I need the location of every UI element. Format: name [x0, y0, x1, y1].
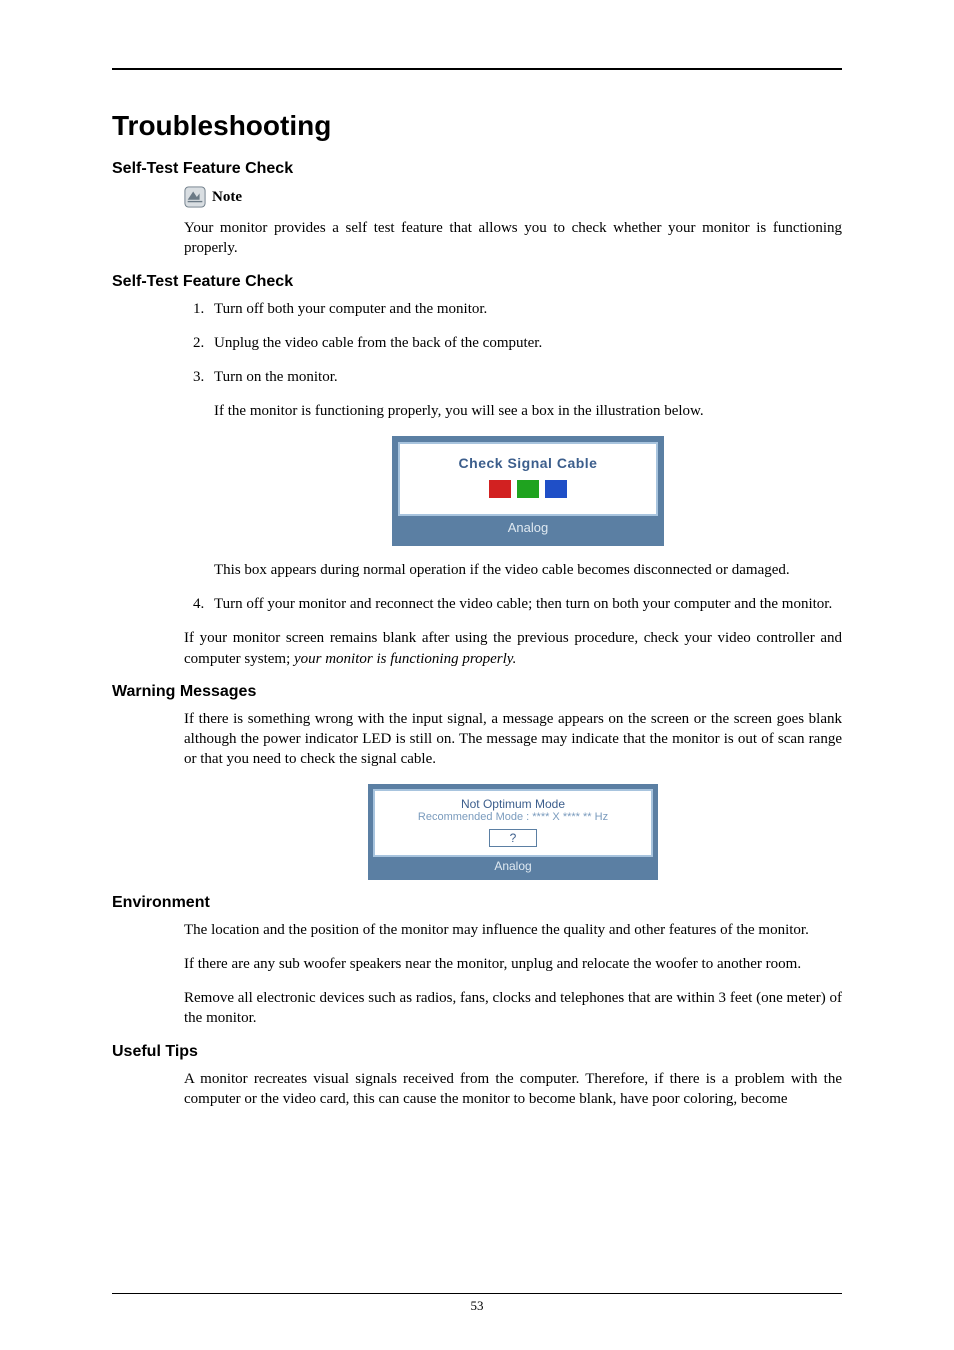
selftest2-closing: If your monitor screen remains blank aft…	[184, 628, 842, 669]
env-content: The location and the position of the mon…	[184, 920, 842, 1029]
env-p2: If there are any sub woofer speakers nea…	[184, 954, 842, 974]
dialog1-inner: Check Signal Cable	[398, 442, 658, 517]
note-row: Note	[184, 186, 842, 208]
page-footer: 53	[112, 1293, 842, 1314]
env-p1: The location and the position of the mon…	[184, 920, 842, 940]
section-title-selftest-1: Self-Test Feature Check	[112, 160, 842, 178]
section-title-selftest-2: Self-Test Feature Check	[112, 273, 842, 291]
figure-not-optimum: Not Optimum Mode Recommended Mode : ****…	[184, 784, 842, 880]
step-2: Unplug the video cable from the back of …	[208, 333, 842, 353]
note-text: Your monitor provides a self test featur…	[184, 218, 842, 259]
step-4-text: Turn off your monitor and reconnect the …	[214, 596, 832, 612]
warning-content: If there is something wrong with the inp…	[184, 709, 842, 880]
section-title-environment: Environment	[112, 894, 842, 912]
dialog2-footer: Analog	[373, 857, 653, 875]
note-label: Note	[212, 189, 242, 206]
chapter-title: Troubleshooting	[112, 110, 842, 142]
top-rule	[112, 68, 842, 70]
section-title-warning: Warning Messages	[112, 683, 842, 701]
dialog1-title: Check Signal Cable	[408, 454, 648, 473]
dialog-check-signal: Check Signal Cable Analog	[392, 436, 664, 546]
color-blue	[545, 480, 567, 498]
footer-rule	[112, 1293, 842, 1294]
note-icon	[184, 186, 206, 208]
color-green	[517, 480, 539, 498]
color-red	[489, 480, 511, 498]
step-3-text: Turn on the monitor.	[214, 369, 338, 385]
dialog1-colors	[408, 480, 648, 498]
step-3-sub: If the monitor is functioning properly, …	[214, 401, 842, 421]
figure-check-signal: Check Signal Cable Analog	[214, 436, 842, 546]
tips-content: A monitor recreates visual signals recei…	[184, 1069, 842, 1110]
dialog2-line1: Not Optimum Mode	[381, 797, 645, 811]
page-number: 53	[112, 1298, 842, 1314]
section-title-tips: Useful Tips	[112, 1043, 842, 1061]
step-1-text: Turn off both your computer and the moni…	[214, 301, 487, 317]
step-4: Turn off your monitor and reconnect the …	[208, 594, 842, 614]
closing-para: If your monitor screen remains blank aft…	[184, 628, 842, 669]
step-3: Turn on the monitor. If the monitor is f…	[208, 367, 842, 580]
dialog2-line2: Recommended Mode : **** X **** ** Hz	[381, 811, 645, 823]
page-container: Troubleshooting Self-Test Feature Check …	[0, 0, 954, 1350]
tips-p1: A monitor recreates visual signals recei…	[184, 1069, 842, 1110]
env-p3: Remove all electronic devices such as ra…	[184, 988, 842, 1029]
selftest-steps: Turn off both your computer and the moni…	[112, 299, 842, 615]
warning-text: If there is something wrong with the inp…	[184, 709, 842, 770]
step-2-text: Unplug the video cable from the back of …	[214, 335, 542, 351]
step-1: Turn off both your computer and the moni…	[208, 299, 842, 319]
step-3-afterfig: This box appears during normal operation…	[214, 560, 842, 580]
selftest1-content: Note Your monitor provides a self test f…	[184, 186, 842, 259]
dialog2-inner: Not Optimum Mode Recommended Mode : ****…	[373, 789, 653, 857]
dialog1-footer: Analog	[398, 516, 658, 540]
dialog-not-optimum: Not Optimum Mode Recommended Mode : ****…	[368, 784, 658, 880]
closing-b: your monitor is functioning properly.	[294, 651, 516, 667]
dialog2-button: ?	[489, 829, 537, 847]
